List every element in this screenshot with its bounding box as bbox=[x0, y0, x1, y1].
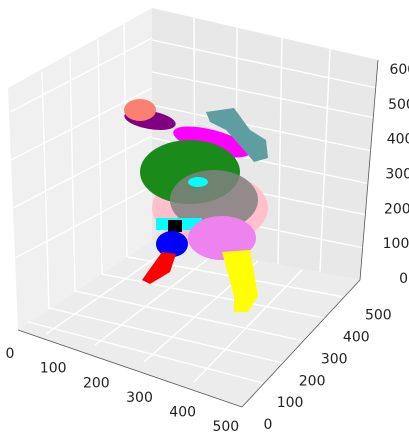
x-tick-label: 400 bbox=[169, 405, 196, 421]
x-tick-label: 200 bbox=[83, 375, 110, 391]
x-tick-label: 0 bbox=[6, 346, 15, 362]
y-tick-label: 500 bbox=[365, 308, 392, 324]
y-tick-label: 300 bbox=[321, 351, 348, 367]
z-tick-label: 200 bbox=[384, 201, 409, 217]
x-tick-label: 100 bbox=[40, 361, 67, 377]
y-tick-label: 0 bbox=[264, 417, 273, 433]
z-tick-labels: 0 100 200 300 400 500 600 bbox=[383, 62, 409, 287]
z-tick-label: 500 bbox=[388, 97, 409, 113]
thigh-left-region bbox=[156, 231, 188, 257]
hand-left-region bbox=[124, 99, 156, 121]
z-tick-label: 0 bbox=[399, 271, 408, 287]
y-tick-label: 400 bbox=[343, 330, 370, 346]
x-tick-label: 500 bbox=[212, 419, 239, 435]
belt-region bbox=[188, 177, 208, 187]
y-tick-label: 200 bbox=[299, 373, 326, 389]
z-tick-label: 400 bbox=[387, 132, 409, 148]
z-tick-label: 100 bbox=[383, 236, 409, 252]
waist-dark-region bbox=[168, 220, 182, 232]
x-tick-label: 300 bbox=[126, 390, 153, 406]
z-tick-label: 300 bbox=[385, 166, 409, 182]
z-tick-label: 600 bbox=[389, 62, 409, 78]
y-tick-label: 100 bbox=[277, 395, 304, 411]
